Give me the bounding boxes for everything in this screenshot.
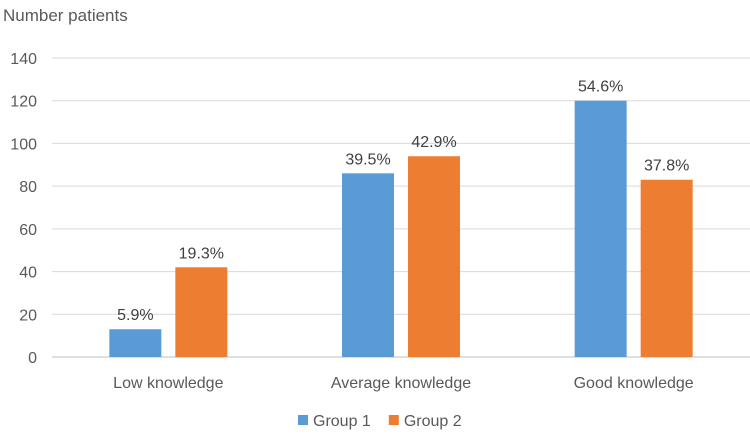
x-category-label: Average knowledge — [331, 375, 471, 392]
y-axis-ticks: 0 20 40 60 80 100 120 140 — [10, 51, 37, 367]
data-label: 37.8% — [644, 158, 689, 175]
data-label: 42.9% — [411, 134, 456, 151]
data-label: 5.9% — [117, 307, 153, 324]
y-tick-label: 100 — [10, 136, 37, 153]
x-category-label: Low knowledge — [113, 375, 223, 392]
bars — [109, 100, 693, 357]
data-label: 19.3% — [179, 245, 224, 262]
gridlines — [52, 57, 750, 358]
y-tick-label: 120 — [10, 94, 37, 111]
y-tick-label: 60 — [19, 222, 37, 239]
legend-swatch — [388, 415, 399, 425]
y-tick-label: 140 — [10, 51, 37, 68]
bar-group-1 — [574, 100, 627, 357]
y-tick-label: 80 — [19, 179, 37, 196]
legend-label: Group 2 — [404, 413, 462, 430]
legend-label: Group 1 — [313, 413, 371, 430]
legend: Group 1 Group 2 — [298, 413, 462, 430]
bar-group-1 — [342, 173, 394, 357]
y-tick-label: 20 — [19, 307, 37, 324]
data-labels: 5.9% 19.3% 39.5% 42.9% 54.6% 37.8% — [117, 79, 689, 325]
x-axis-categories: Low knowledge Average knowledge Good knowl… — [113, 375, 694, 392]
bar-group-1 — [109, 329, 162, 357]
y-axis-title: Number patients — [3, 6, 128, 25]
legend-swatch — [298, 415, 308, 425]
y-tick-label: 40 — [19, 265, 37, 282]
y-tick-label: 0 — [28, 350, 37, 367]
x-category-label: Good knowledge — [574, 375, 694, 392]
bar-group-2 — [408, 156, 460, 357]
bar-group-2 — [640, 179, 693, 357]
data-label: 54.6% — [578, 79, 623, 96]
data-label: 39.5% — [345, 151, 390, 168]
bar-group-2 — [175, 267, 228, 357]
